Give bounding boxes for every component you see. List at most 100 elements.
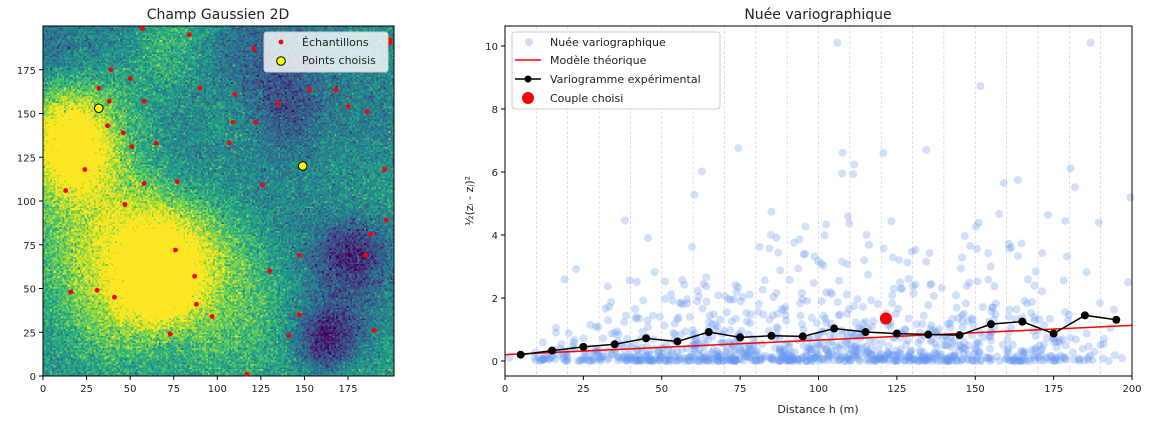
cloud-point — [781, 311, 790, 320]
cloud-point — [619, 353, 628, 362]
cloud-point — [1080, 356, 1089, 365]
cloud-point — [1012, 354, 1021, 363]
cloud-point — [632, 345, 641, 354]
cloud-point — [563, 356, 572, 365]
cloud-point — [703, 356, 712, 365]
cloud-point — [807, 356, 816, 365]
cloud-point — [849, 170, 858, 179]
cloud-point — [890, 350, 899, 359]
cloud-point — [788, 356, 797, 365]
cloud-point — [826, 352, 835, 361]
cloud-point — [743, 317, 752, 326]
cloud-point — [774, 356, 783, 365]
cloud-point — [873, 299, 882, 308]
cloud-point — [690, 190, 699, 199]
cloud-point — [1022, 348, 1031, 357]
x-tick-label: 50 — [655, 384, 668, 395]
cloud-point — [751, 347, 760, 356]
cloud-point — [613, 327, 622, 336]
cloud-point — [735, 346, 744, 355]
cloud-point — [622, 356, 631, 365]
cloud-point — [780, 348, 789, 357]
cloud-point — [650, 268, 659, 277]
cloud-point — [1040, 321, 1049, 330]
cloud-point — [685, 312, 694, 321]
cloud-point — [973, 277, 982, 286]
cloud-point — [943, 335, 952, 344]
sample-point — [382, 167, 388, 172]
cloud-point — [903, 353, 912, 362]
sample-point — [167, 331, 173, 337]
cloud-point — [916, 348, 925, 357]
cloud-point — [772, 233, 781, 242]
cloud-point — [941, 356, 950, 365]
experimental-variogram-point — [642, 334, 651, 343]
cloud-point — [686, 352, 695, 361]
cloud-point — [678, 276, 687, 285]
cloud-point — [884, 349, 893, 358]
cloud-point — [871, 355, 880, 364]
cloud-point — [946, 352, 955, 361]
cloud-point — [559, 354, 568, 363]
right-chart-title: Nuée variographique — [744, 7, 891, 23]
cloud-point — [656, 353, 665, 362]
cloud-point — [820, 231, 829, 240]
cloud-point — [1095, 298, 1104, 307]
cloud-point — [1001, 355, 1010, 364]
cloud-point — [688, 325, 697, 334]
cloud-point — [665, 356, 674, 365]
cloud-point — [625, 350, 634, 359]
cloud-point — [911, 280, 920, 289]
cloud-point — [668, 350, 677, 359]
cloud-point — [986, 332, 995, 341]
cloud-point — [1053, 353, 1062, 362]
cloud-point — [942, 355, 951, 364]
cloud-point — [621, 356, 630, 365]
cloud-point — [750, 351, 759, 360]
cloud-point — [863, 347, 872, 356]
sample-point — [68, 289, 74, 295]
cloud-point — [699, 347, 708, 356]
cloud-point — [867, 350, 876, 359]
cloud-point — [675, 354, 684, 363]
cloud-point — [580, 355, 589, 364]
cloud-point — [673, 356, 682, 365]
cloud-point — [1035, 315, 1044, 324]
experimental-variogram-point — [1080, 311, 1089, 320]
cloud-point — [946, 323, 955, 332]
cloud-point — [1071, 335, 1080, 344]
cloud-point — [795, 235, 804, 244]
cloud-point — [648, 356, 657, 365]
cloud-point — [914, 339, 923, 348]
cloud-point — [794, 264, 803, 273]
experimental-variogram-line — [520, 314, 1117, 356]
cloud-point — [670, 330, 679, 339]
cloud-point — [722, 308, 731, 317]
cloud-point — [967, 314, 976, 323]
cloud-point — [835, 355, 844, 364]
cloud-point — [1061, 216, 1070, 225]
cloud-point — [1064, 316, 1073, 325]
x-tick-label: 125 — [887, 384, 906, 395]
cloud-point — [583, 355, 592, 364]
sample-point — [122, 202, 128, 207]
cloud-point — [963, 317, 972, 326]
cloud-point — [697, 167, 706, 176]
cloud-point — [594, 353, 603, 362]
cloud-point — [954, 313, 963, 322]
cloud-point — [647, 355, 656, 364]
cloud-point — [807, 341, 816, 350]
experimental-variogram-point — [955, 331, 964, 340]
cloud-point — [725, 349, 734, 358]
cloud-point — [834, 311, 843, 320]
legend-chosen-label: Points choisis — [302, 54, 376, 67]
cloud-point — [774, 356, 783, 365]
cloud-point — [1078, 344, 1087, 353]
cloud-point — [654, 348, 663, 357]
cloud-point — [1030, 356, 1039, 365]
cloud-point — [798, 353, 807, 362]
cloud-point — [680, 280, 689, 289]
cloud-point — [796, 356, 805, 365]
cloud-point — [709, 345, 718, 354]
